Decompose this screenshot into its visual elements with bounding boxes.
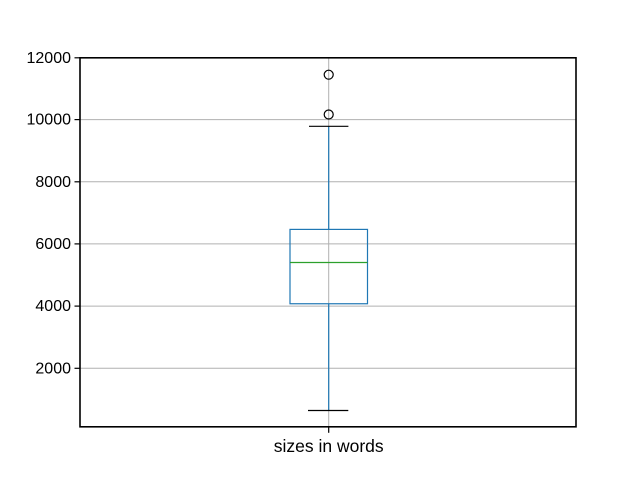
svg-text:10000: 10000: [27, 112, 72, 129]
svg-text:4000: 4000: [35, 298, 71, 315]
svg-text:2000: 2000: [35, 360, 71, 377]
svg-text:sizes in words: sizes in words: [274, 436, 384, 456]
svg-text:12000: 12000: [27, 50, 72, 67]
svg-text:6000: 6000: [35, 236, 71, 253]
svg-text:8000: 8000: [35, 174, 71, 191]
